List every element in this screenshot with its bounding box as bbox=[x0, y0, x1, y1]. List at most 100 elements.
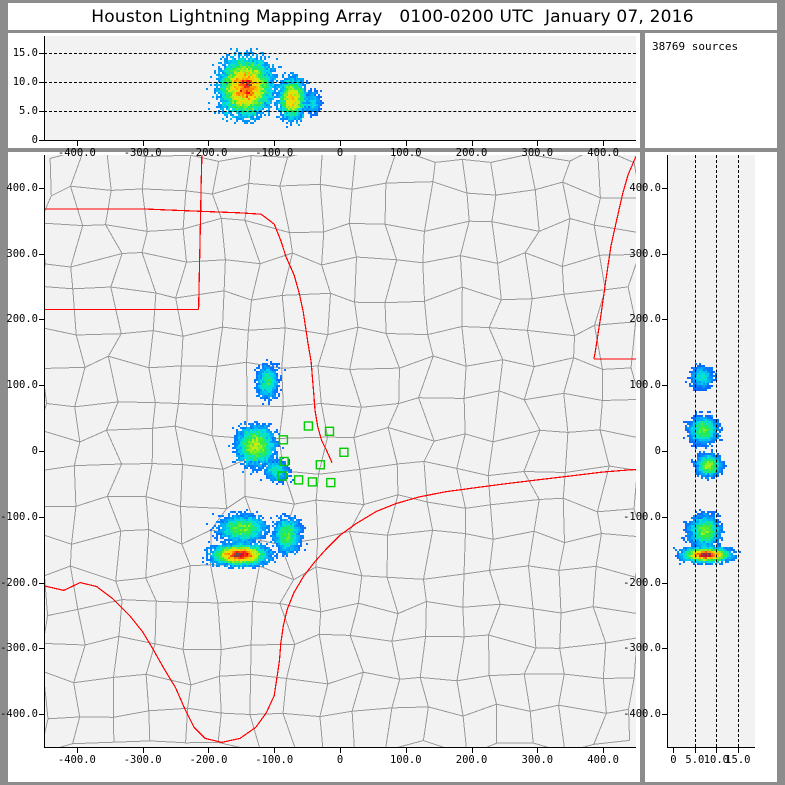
page-title-text: Houston Lightning Mapping Array 0100-020… bbox=[91, 6, 694, 27]
ytick-right-1 bbox=[662, 648, 667, 650]
lma-station-marker bbox=[307, 477, 318, 487]
gridline-right-2 bbox=[716, 155, 718, 747]
ytick-right-4 bbox=[662, 451, 667, 452]
xtick-label-top-0: -400.0 bbox=[57, 147, 96, 159]
yaxis-line-top-panel bbox=[44, 36, 45, 141]
ytick-right-0 bbox=[662, 714, 667, 716]
ytick-label-map-4: 0 bbox=[31, 445, 38, 457]
lightning-sources bbox=[202, 359, 308, 569]
ytick-map-8 bbox=[39, 187, 44, 189]
plan-view-map-plot[interactable] bbox=[44, 155, 636, 747]
xtick-label-map-3: -100.0 bbox=[255, 754, 294, 766]
xtick-map-3 bbox=[274, 748, 276, 753]
ytick-map-4 bbox=[39, 451, 44, 452]
lma-station-marker bbox=[279, 456, 289, 467]
ytick-right-7 bbox=[662, 253, 667, 255]
altitude-vs-north-south-plot[interactable] bbox=[667, 155, 755, 747]
xtick-label-top-7: 300.0 bbox=[521, 147, 554, 159]
altitude-vs-east-west-panel bbox=[8, 33, 640, 148]
xtick-top-1 bbox=[142, 141, 144, 146]
ytick-label-top-0: 0 bbox=[31, 134, 38, 146]
xtick-label-top-6: 200.0 bbox=[455, 147, 488, 159]
xtick-label-top-5: 100.0 bbox=[389, 147, 422, 159]
xtick-label-map-2: -200.0 bbox=[189, 754, 228, 766]
xtick-top-2 bbox=[208, 141, 210, 146]
page-title: Houston Lightning Mapping Array 0100-020… bbox=[8, 3, 777, 30]
xtick-top-5 bbox=[405, 141, 407, 146]
xtick-label-right-3: 15.0 bbox=[725, 754, 751, 766]
ytick-map-7 bbox=[39, 253, 44, 255]
xtick-top-3 bbox=[274, 141, 276, 146]
ytick-label-top-3: 15.0 bbox=[12, 47, 38, 60]
ytick-label-map-5: 100.0 bbox=[6, 379, 38, 392]
xtick-map-4 bbox=[340, 748, 341, 753]
altitude-vs-east-west-plot[interactable] bbox=[44, 36, 636, 140]
xtick-label-map-5: 100.0 bbox=[389, 754, 422, 766]
ytick-label-map-8: 400.0 bbox=[6, 181, 38, 194]
ytick-map-6 bbox=[39, 319, 44, 321]
yaxis-line-right-panel bbox=[667, 155, 668, 748]
xtick-map-5 bbox=[405, 748, 407, 753]
source-count-box: 38769 sources bbox=[645, 33, 777, 148]
gridline-right-1 bbox=[694, 155, 696, 747]
xtick-label-top-1: -300.0 bbox=[123, 147, 162, 159]
ytick-label-right-4: 0 bbox=[654, 445, 661, 457]
ytick-top-1 bbox=[39, 111, 44, 113]
xtick-label-top-2: -200.0 bbox=[189, 147, 228, 159]
ytick-top-3 bbox=[39, 53, 44, 55]
gridline-top-1 bbox=[44, 111, 636, 113]
ytick-label-map-6: 200.0 bbox=[6, 313, 38, 326]
xtick-right-2 bbox=[716, 748, 718, 753]
lma-station-marker bbox=[293, 475, 304, 485]
ytick-label-right-1: -300.0 bbox=[623, 642, 661, 655]
lma-station-marker bbox=[324, 426, 335, 436]
ytick-label-top-1: 5.0 bbox=[19, 105, 38, 118]
xtick-label-top-8: 400.0 bbox=[587, 147, 619, 159]
ytick-label-map-0: -400.0 bbox=[0, 708, 38, 721]
xtick-top-0 bbox=[76, 141, 78, 146]
xtick-label-right-2: 10.0 bbox=[703, 754, 730, 766]
xaxis-line-right-panel bbox=[667, 747, 755, 748]
ytick-right-2 bbox=[662, 582, 667, 584]
xtick-label-map-8: 400.0 bbox=[587, 754, 619, 766]
xtick-top-4 bbox=[340, 141, 341, 146]
xtick-label-map-7: 300.0 bbox=[521, 754, 554, 766]
ytick-right-5 bbox=[662, 385, 667, 387]
xaxis-line-map bbox=[44, 747, 636, 748]
plan-view-map-panel bbox=[8, 152, 640, 782]
xtick-map-7 bbox=[537, 748, 539, 753]
xtick-top-7 bbox=[537, 141, 539, 146]
ytick-top-2 bbox=[39, 82, 44, 84]
xtick-label-map-4: 0 bbox=[336, 754, 344, 766]
ytick-map-1 bbox=[39, 648, 44, 650]
gridline-top-3 bbox=[44, 53, 636, 55]
ytick-label-top-2: 10.0 bbox=[12, 76, 38, 89]
ytick-right-8 bbox=[662, 187, 667, 189]
lma-station-marker bbox=[315, 460, 325, 470]
ytick-label-right-3: -100.0 bbox=[623, 510, 661, 523]
ytick-map-2 bbox=[39, 582, 44, 584]
xtick-map-8 bbox=[603, 748, 605, 753]
ytick-top-0 bbox=[39, 140, 44, 141]
ytick-right-3 bbox=[662, 516, 667, 518]
xtick-map-6 bbox=[471, 748, 473, 753]
altitude-vs-north-south-panel bbox=[645, 152, 777, 782]
xtick-label-map-1: -300.0 bbox=[123, 754, 162, 766]
xtick-top-6 bbox=[471, 141, 473, 146]
xtick-right-0 bbox=[673, 748, 675, 753]
xtick-label-map-6: 200.0 bbox=[455, 754, 488, 766]
ytick-label-right-2: -200.0 bbox=[623, 576, 661, 589]
ytick-label-map-2: -200.0 bbox=[0, 576, 38, 589]
xaxis-line-top-panel bbox=[44, 140, 636, 141]
xtick-map-2 bbox=[208, 748, 210, 753]
xtick-label-map-0: -400.0 bbox=[57, 754, 96, 766]
lma-station-marker bbox=[326, 477, 336, 488]
ytick-right-6 bbox=[662, 319, 667, 321]
xtick-map-1 bbox=[142, 748, 144, 753]
lma-station-marker bbox=[278, 435, 289, 445]
xtick-label-right-0: 0 bbox=[670, 754, 677, 766]
ytick-label-map-7: 300.0 bbox=[6, 247, 38, 260]
xtick-label-top-3: -100.0 bbox=[255, 147, 294, 159]
ytick-label-map-3: -100.0 bbox=[0, 510, 38, 523]
